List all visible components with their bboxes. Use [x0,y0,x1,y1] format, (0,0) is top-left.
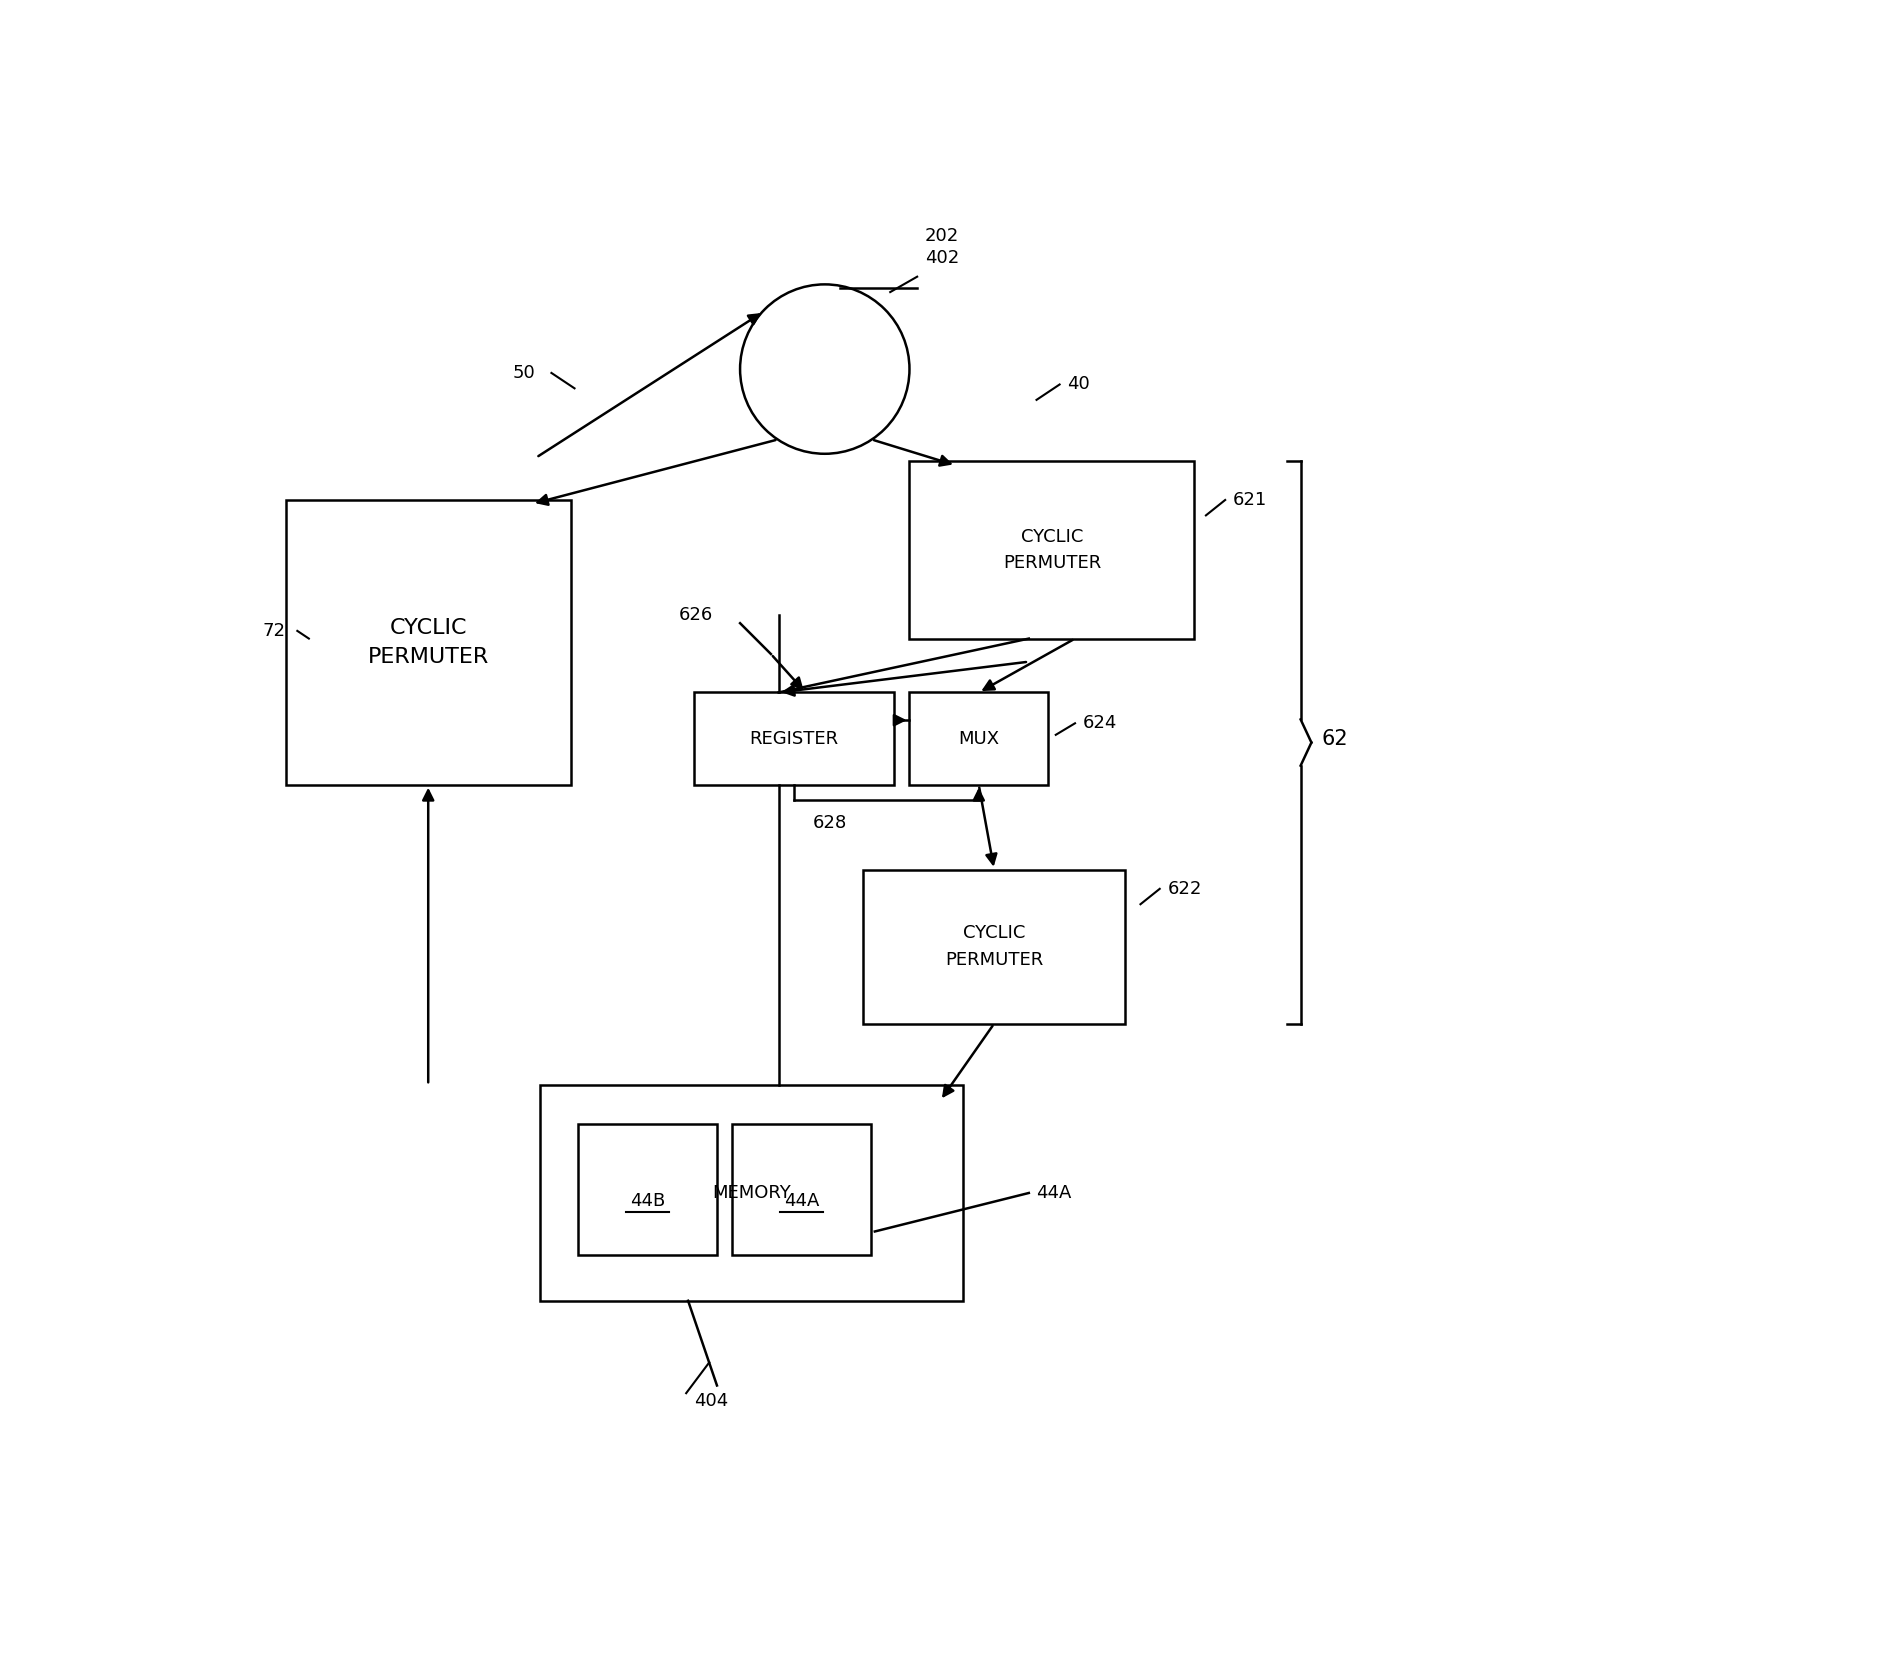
Text: 72: 72 [263,622,286,641]
Text: 622: 622 [1167,880,1203,899]
Bar [909,461,1195,639]
Text: MUX: MUX [958,730,1000,747]
Text: CYCLIC
PERMUTER: CYCLIC PERMUTER [368,617,489,667]
Text: MEMORY: MEMORY [712,1185,791,1201]
Text: 621: 621 [1233,491,1266,509]
Bar [862,870,1126,1023]
Bar [579,1123,718,1255]
Text: 44A: 44A [784,1191,819,1210]
Text: CYCLIC
PERMUTER: CYCLIC PERMUTER [945,925,1043,968]
Text: 626: 626 [678,606,712,624]
Bar [286,499,571,785]
Text: CYCLIC
PERMUTER: CYCLIC PERMUTER [1003,527,1101,572]
Bar [733,1123,872,1255]
Text: 44A: 44A [1037,1185,1071,1201]
Text: REGISTER: REGISTER [750,730,838,747]
Text: 62: 62 [1321,729,1347,749]
Bar [539,1085,964,1301]
Text: 44B: 44B [629,1191,665,1210]
Text: 40: 40 [1067,376,1090,393]
Text: 628: 628 [814,814,847,832]
Text: 50: 50 [513,364,536,383]
Bar [909,692,1048,785]
Text: 202
402: 202 402 [924,226,958,266]
Text: 624: 624 [1082,714,1118,732]
Bar [693,692,894,785]
Text: 404: 404 [693,1391,729,1409]
